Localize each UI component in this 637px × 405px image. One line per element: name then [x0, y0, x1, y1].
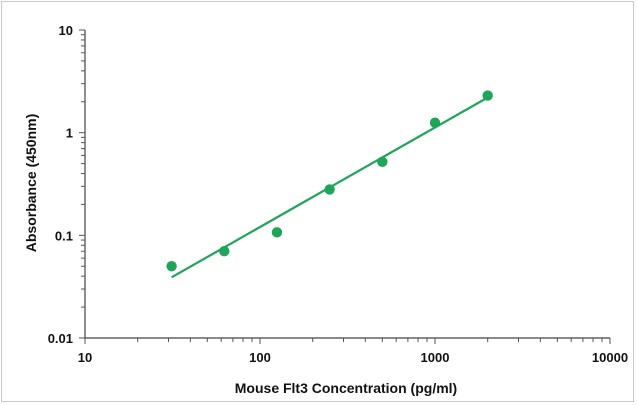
data-point [219, 246, 230, 257]
data-point [482, 90, 493, 101]
y-axis-title: Absorbance (450nm) [23, 114, 39, 252]
y-tick-label: 0.1 [55, 228, 73, 243]
x-tick-label: 1000 [421, 350, 450, 365]
y-tick-label: 1 [66, 126, 73, 141]
x-tick-label: 10000 [592, 350, 628, 365]
y-tick-label: 0.01 [48, 331, 73, 346]
chart-tick-labels: 10 100 1000 10000 0.01 0.1 1 10 [48, 23, 628, 365]
chart-ticks [79, 29, 611, 344]
data-point [377, 156, 388, 168]
x-tick-label: 100 [249, 350, 271, 365]
chart-axes [84, 30, 610, 339]
data-point [324, 184, 335, 195]
chart-marks [166, 90, 493, 279]
x-tick-label: 10 [78, 350, 92, 365]
y-tick-label: 10 [59, 23, 73, 38]
x-axis-title: Mouse Flt3 Concentration (pg/ml) [235, 380, 457, 396]
data-point [271, 227, 283, 238]
data-point [166, 261, 177, 272]
data-point [429, 117, 441, 128]
